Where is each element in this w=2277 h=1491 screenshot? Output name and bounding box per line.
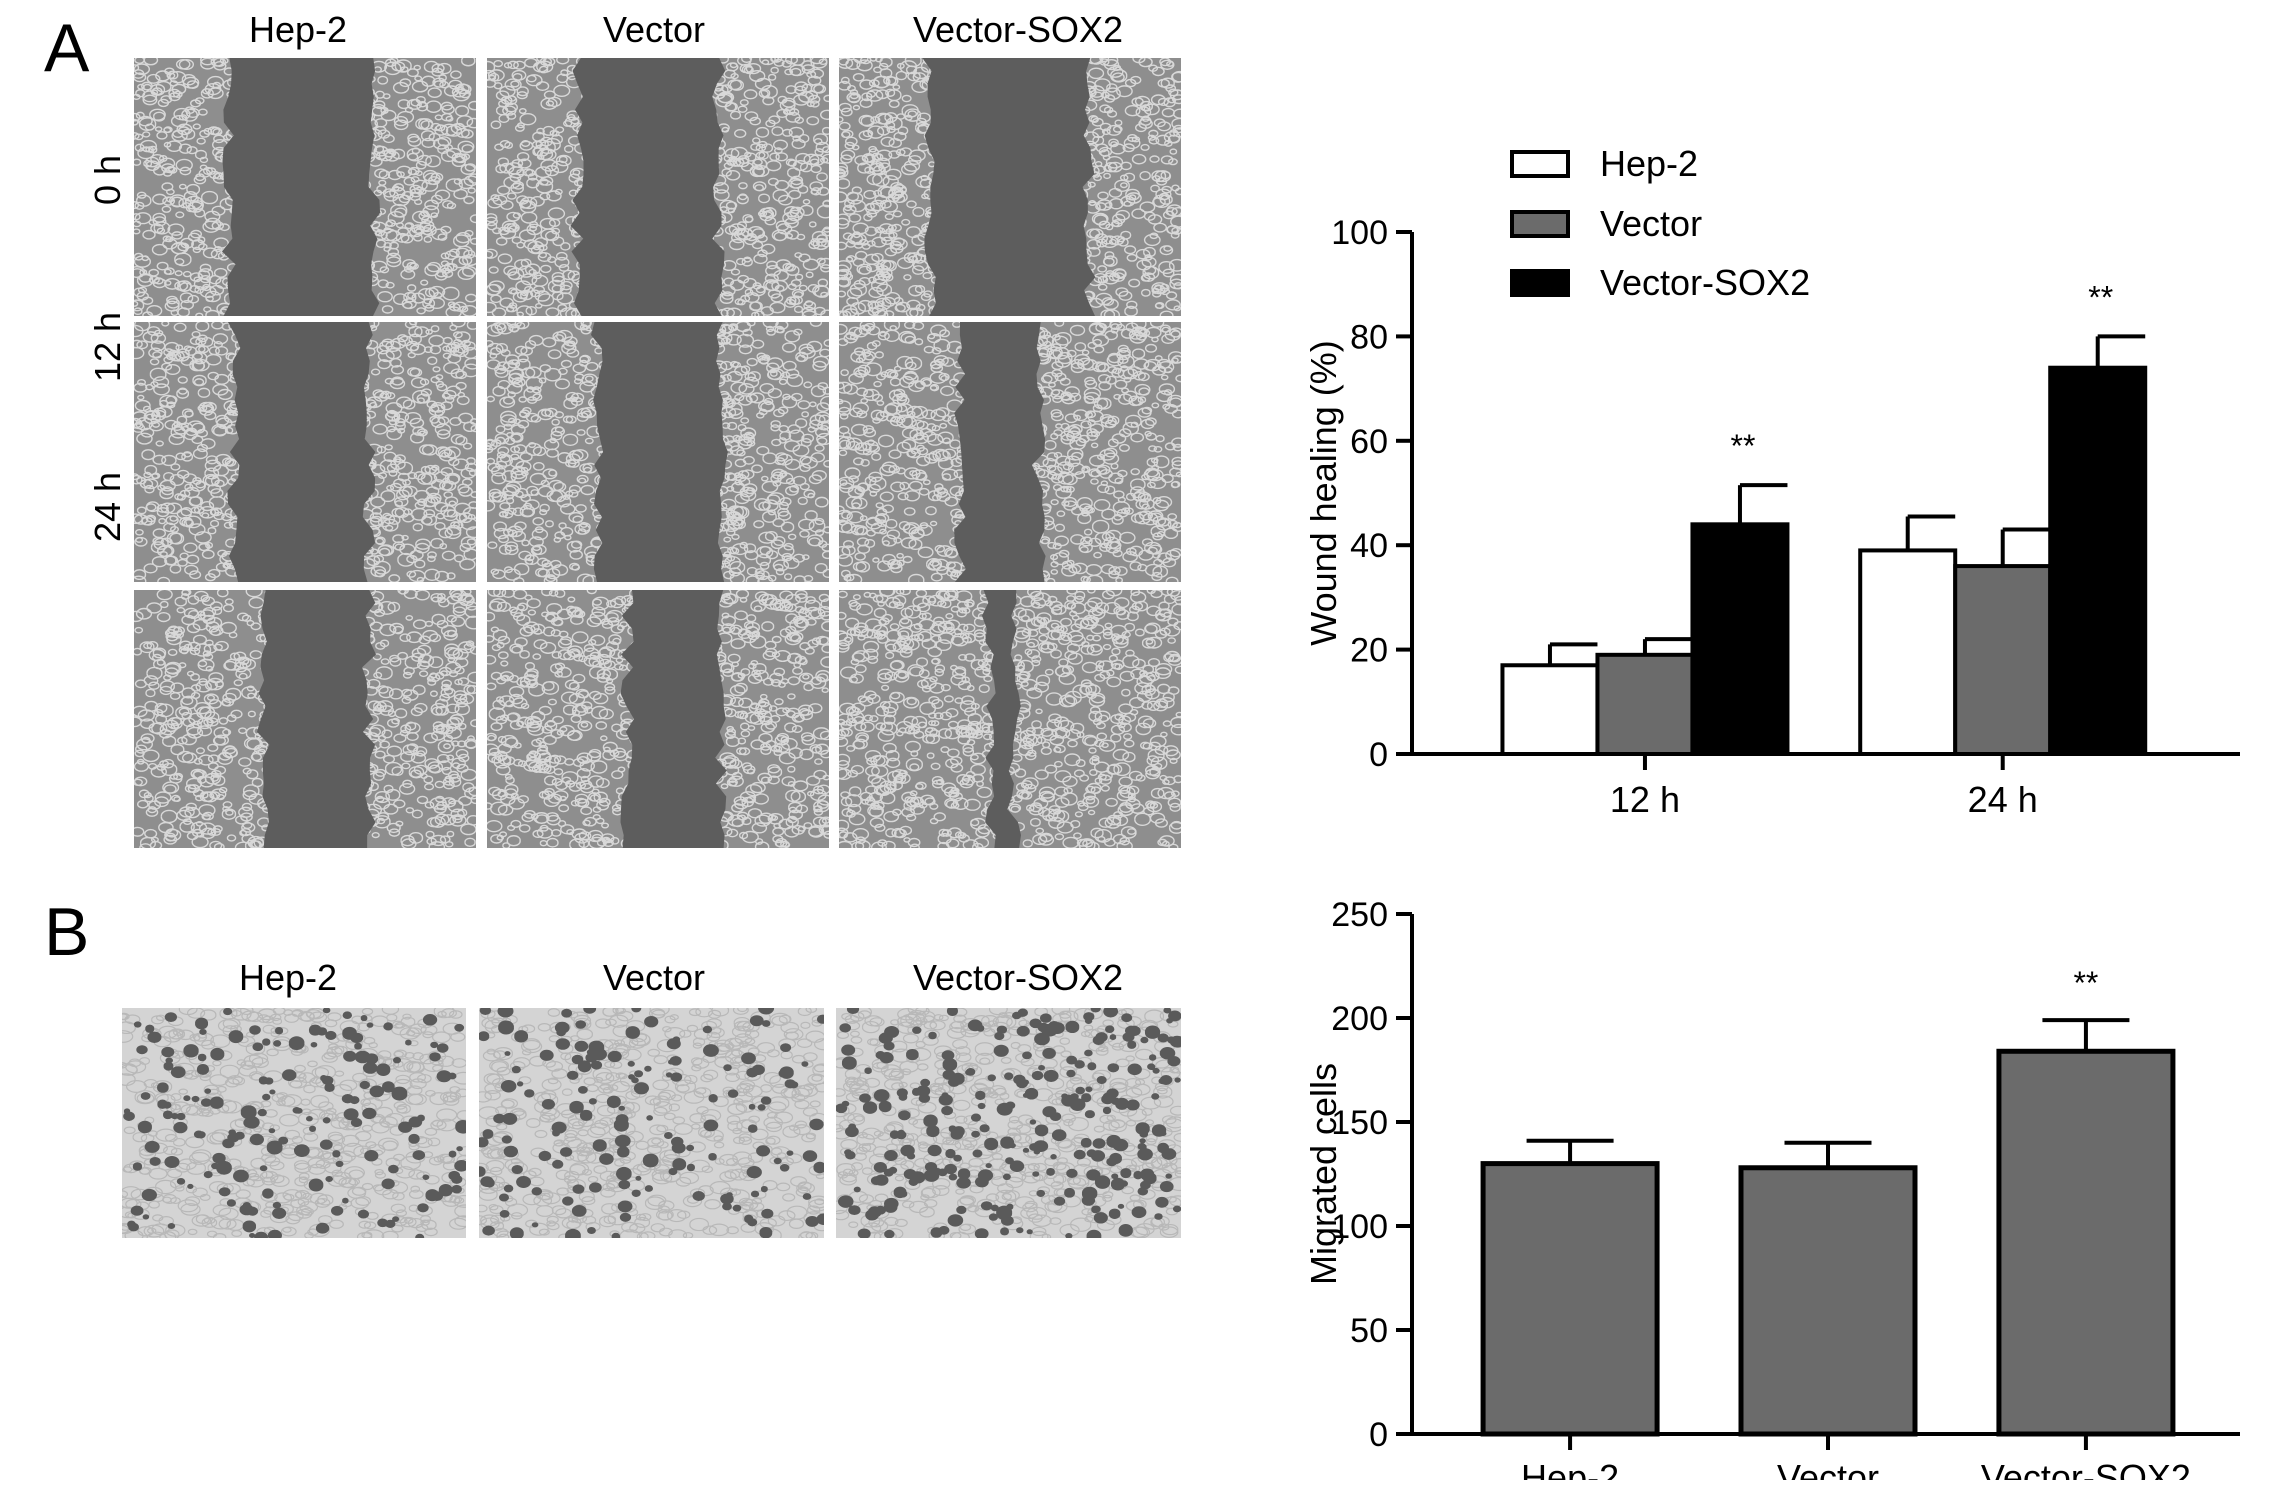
legend-swatch (1512, 271, 1568, 295)
wound-micrograph-vector-12h (487, 322, 829, 582)
y-tick-label: 40 (1350, 527, 1388, 565)
panel-a-row-head-0h: 0 h (90, 155, 126, 205)
y-tick-label: 20 (1350, 632, 1388, 670)
panel-a-letter: A (44, 14, 89, 82)
y-axis-label: Wound healing (%) (1303, 340, 1344, 646)
transwell-micrograph-vector (479, 1008, 824, 1238)
wound-micrograph-vector-0h (487, 58, 829, 316)
wound-micrograph-hep2-12h (134, 322, 476, 582)
bar (1741, 1168, 1915, 1434)
legend-swatch (1512, 212, 1568, 236)
bar (1597, 655, 1692, 754)
panel-b-col-head-vector: Vector (484, 960, 824, 996)
panel-a-col-head-sox2: Vector-SOX2 (848, 12, 1188, 48)
y-tick-label: 250 (1331, 896, 1388, 934)
y-tick-label: 50 (1350, 1312, 1388, 1350)
wound-micrograph-sox2-24h (839, 590, 1181, 848)
bar (1692, 524, 1787, 754)
wound-micrograph-hep2-0h (134, 58, 476, 316)
wound-micrograph-vector-24h (487, 590, 829, 848)
y-tick-label: 80 (1350, 318, 1388, 356)
bar (1955, 566, 2050, 754)
significance-marker: ** (1731, 428, 1756, 464)
y-tick-label: 60 (1350, 423, 1388, 461)
legend-label: Vector-SOX2 (1600, 262, 1810, 303)
legend-label: Vector (1600, 203, 1702, 244)
x-tick-label: Vector (1777, 1457, 1879, 1480)
x-tick-label: Vector-SOX2 (1981, 1457, 2191, 1480)
transwell-micrograph-hep2 (122, 1008, 466, 1238)
panel-a-row-head-12h: 12 h (90, 312, 126, 382)
panel-b-col-head-sox2: Vector-SOX2 (848, 960, 1188, 996)
x-tick-label: Hep-2 (1521, 1457, 1619, 1480)
bar (1860, 550, 1955, 754)
wound-micrograph-sox2-0h (839, 58, 1181, 316)
significance-marker: ** (2073, 965, 2098, 1001)
y-tick-label: 0 (1369, 1416, 1388, 1454)
bar (1502, 665, 1597, 754)
panel-a-col-head-hep2: Hep-2 (128, 12, 468, 48)
significance-marker: ** (2088, 279, 2113, 315)
wound-micrograph-sox2-12h (839, 322, 1181, 582)
x-tick-label: 12 h (1610, 779, 1680, 820)
wound-micrograph-hep2-24h (134, 590, 476, 848)
bar (1483, 1164, 1657, 1434)
panel-b-col-head-hep2: Hep-2 (118, 960, 458, 996)
bar (1999, 1051, 2173, 1434)
legend-swatch (1512, 152, 1568, 176)
panel-b-letter: B (44, 898, 89, 966)
y-tick-label: 0 (1369, 736, 1388, 774)
x-tick-label: 24 h (1968, 779, 2038, 820)
panel-a-col-head-vector: Vector (484, 12, 824, 48)
wound-healing-chart: 0 20 40 60 80 100 Wound healing (%) 12 h ** 24 h *… (1280, 110, 2240, 840)
transwell-micrograph-sox2 (836, 1008, 1181, 1238)
legend-label: Hep-2 (1600, 143, 1698, 184)
y-axis-label: Migrated cells (1303, 1063, 1344, 1285)
bar (2050, 368, 2145, 754)
panel-a-row-head-24h: 24 h (90, 472, 126, 542)
y-tick-label: 200 (1331, 1000, 1388, 1038)
y-tick-label: 100 (1331, 214, 1388, 252)
